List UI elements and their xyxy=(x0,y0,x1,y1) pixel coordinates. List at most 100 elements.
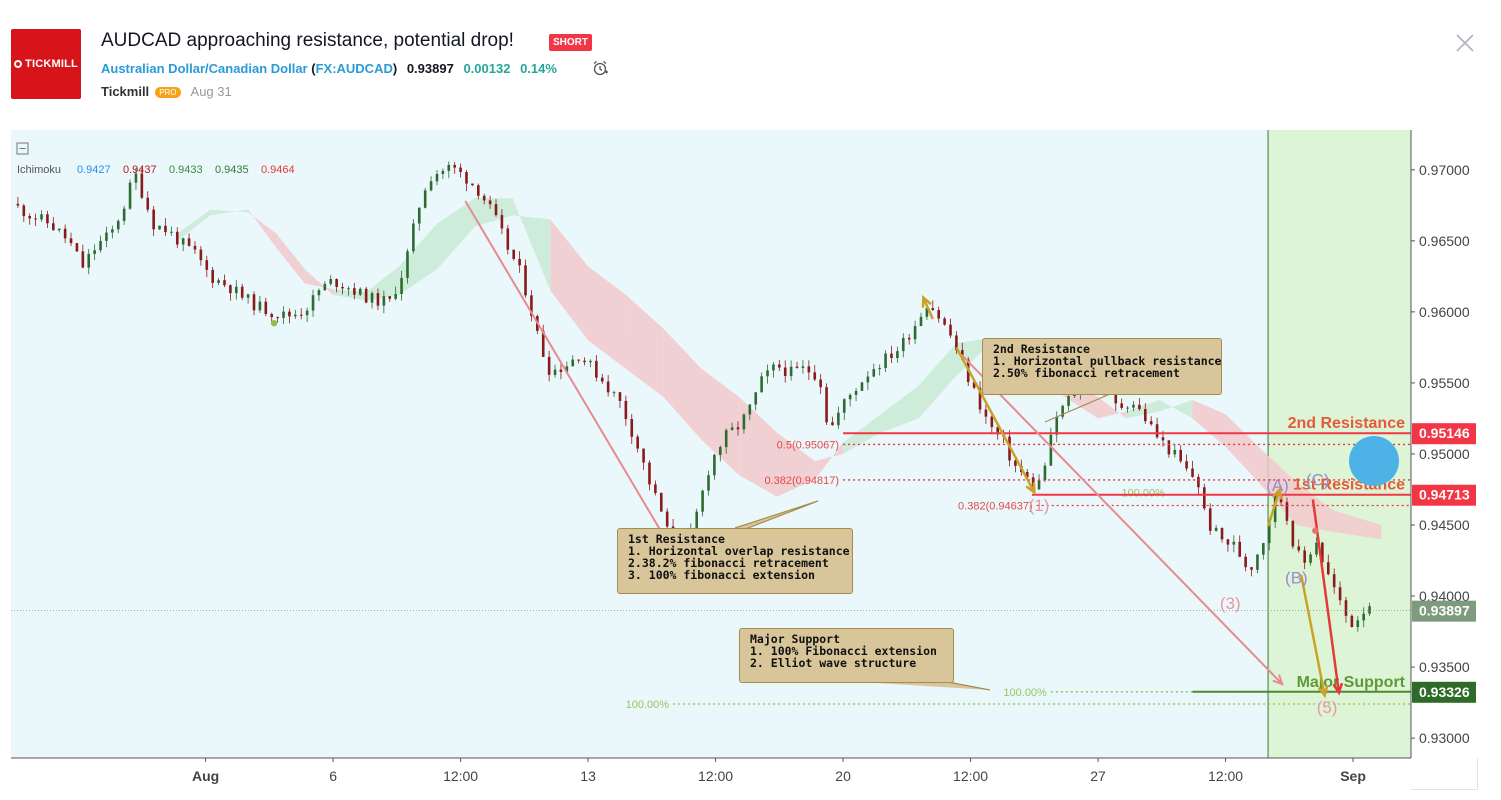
candle-body xyxy=(441,170,445,174)
candle-body xyxy=(1061,405,1064,417)
candle-body xyxy=(294,314,297,317)
price-tick-label: 0.97000 xyxy=(1419,162,1470,178)
candle-body xyxy=(1208,508,1212,531)
level-label: 2nd Resistance xyxy=(1288,415,1405,432)
author-name[interactable]: Tickmill xyxy=(101,84,150,99)
candle-body xyxy=(848,394,852,400)
candle-body xyxy=(766,370,769,377)
candle-body xyxy=(949,324,952,336)
candle-body xyxy=(754,392,758,405)
symbol-change: 0.00132 xyxy=(463,61,511,76)
candle-body xyxy=(1203,487,1206,509)
level-label: Major Support xyxy=(1297,674,1406,691)
collapse-square-icon xyxy=(16,142,29,155)
candle-body xyxy=(1143,409,1147,422)
candle-body xyxy=(111,229,114,233)
candle-body xyxy=(636,436,639,449)
tickmill-logo[interactable]: TICKMILL xyxy=(11,29,81,99)
price-tick-label: 0.96000 xyxy=(1419,304,1470,320)
candle-body xyxy=(612,392,616,394)
arrow-head xyxy=(1272,486,1283,500)
candle-body xyxy=(1126,407,1129,409)
candle-body xyxy=(1309,554,1312,563)
candle-body xyxy=(1256,554,1259,570)
candle-body xyxy=(264,301,268,314)
arrow-head xyxy=(921,295,932,308)
candle-body xyxy=(217,280,220,283)
price-badge-label: 0.93897 xyxy=(1419,603,1470,619)
candle-body xyxy=(317,290,321,296)
note-major-support[interactable]: Major Support 1. 100% Fibonacci extensio… xyxy=(739,628,954,683)
candle-body xyxy=(270,313,274,318)
candle-body xyxy=(423,190,427,208)
candle-body xyxy=(16,203,20,206)
candle-body xyxy=(477,185,480,196)
indicator-name: Ichimoku xyxy=(17,164,61,176)
symbol-code-link[interactable]: FX:AUDCAD xyxy=(315,61,393,76)
candle-body xyxy=(158,225,161,230)
chart[interactable]: 0.5(0.95067) 0.382(0.94817) 0.382(0.94637)… xyxy=(11,130,1478,790)
trend-arrow xyxy=(1299,574,1326,696)
time-tick-label: Sep xyxy=(1340,768,1366,784)
candle-body xyxy=(382,296,386,306)
candle-body xyxy=(329,279,333,284)
symbol-line: Australian Dollar/Canadian Dollar (FX:AU… xyxy=(101,61,557,76)
price-tick-label: 0.94500 xyxy=(1419,517,1470,533)
wave-label: (A) xyxy=(1266,476,1289,495)
candle-body xyxy=(1326,562,1330,575)
candle-body xyxy=(1332,574,1336,588)
trend-arrow xyxy=(960,353,1283,685)
logo-text: TICKMILL xyxy=(25,58,78,70)
candle-body xyxy=(305,310,309,316)
candle-body xyxy=(482,195,486,201)
candle-body xyxy=(665,511,669,527)
note-2nd-resistance[interactable]: 2nd Resistance 1. Horizontal pullback re… xyxy=(982,338,1222,395)
price-tick-label: 0.93000 xyxy=(1419,730,1470,746)
candle-body xyxy=(1220,527,1224,540)
note-1st-resistance[interactable]: 1st Resistance 1. Horizontal overlap res… xyxy=(617,528,853,594)
candle-body xyxy=(565,366,569,372)
candle-body xyxy=(866,376,870,383)
candle-body xyxy=(719,447,722,455)
candle-body xyxy=(1321,542,1324,563)
candle-body xyxy=(825,387,828,423)
candle-body xyxy=(1267,522,1271,544)
candle-body xyxy=(388,296,392,299)
kumo-segment xyxy=(776,432,815,497)
candle-body xyxy=(52,223,55,231)
short-badge: SHORT xyxy=(549,34,592,51)
indicator-value: 0.9464 xyxy=(261,164,295,176)
candle-body xyxy=(553,369,557,375)
candle-body xyxy=(577,359,580,361)
note-pointer xyxy=(729,500,819,536)
symbol-code-wrap: (FX:AUDCAD) xyxy=(311,61,398,76)
time-axis xyxy=(11,758,1411,790)
symbol-name-link[interactable]: Australian Dollar/Canadian Dollar xyxy=(101,61,308,76)
candle-body xyxy=(465,171,468,184)
candle-body xyxy=(801,366,805,368)
candle-body xyxy=(518,258,521,266)
pro-badge: PRO xyxy=(155,87,181,99)
candle-body xyxy=(541,330,545,357)
logo-mark-icon xyxy=(14,60,23,68)
candle-body xyxy=(1262,543,1265,555)
candle-body xyxy=(990,416,994,428)
candle-body xyxy=(152,209,155,230)
close-icon[interactable] xyxy=(1454,32,1476,54)
candle-body xyxy=(860,382,864,391)
candle-body xyxy=(1362,613,1365,621)
price-tick-label: 0.95500 xyxy=(1419,375,1470,391)
candle-body xyxy=(589,360,592,363)
candle-body xyxy=(1073,394,1076,397)
candle-body xyxy=(1250,567,1253,570)
candle-body xyxy=(512,249,516,259)
candle-body xyxy=(1014,460,1017,466)
candle-body xyxy=(778,364,781,368)
candle-body xyxy=(618,392,622,401)
candle-body xyxy=(783,367,787,376)
alarm-clock-icon[interactable] xyxy=(592,60,608,76)
candle-body xyxy=(1067,396,1070,406)
candle-body xyxy=(1055,416,1059,435)
kumo-segment xyxy=(814,442,844,480)
indicator-value: 0.9427 xyxy=(77,164,111,176)
